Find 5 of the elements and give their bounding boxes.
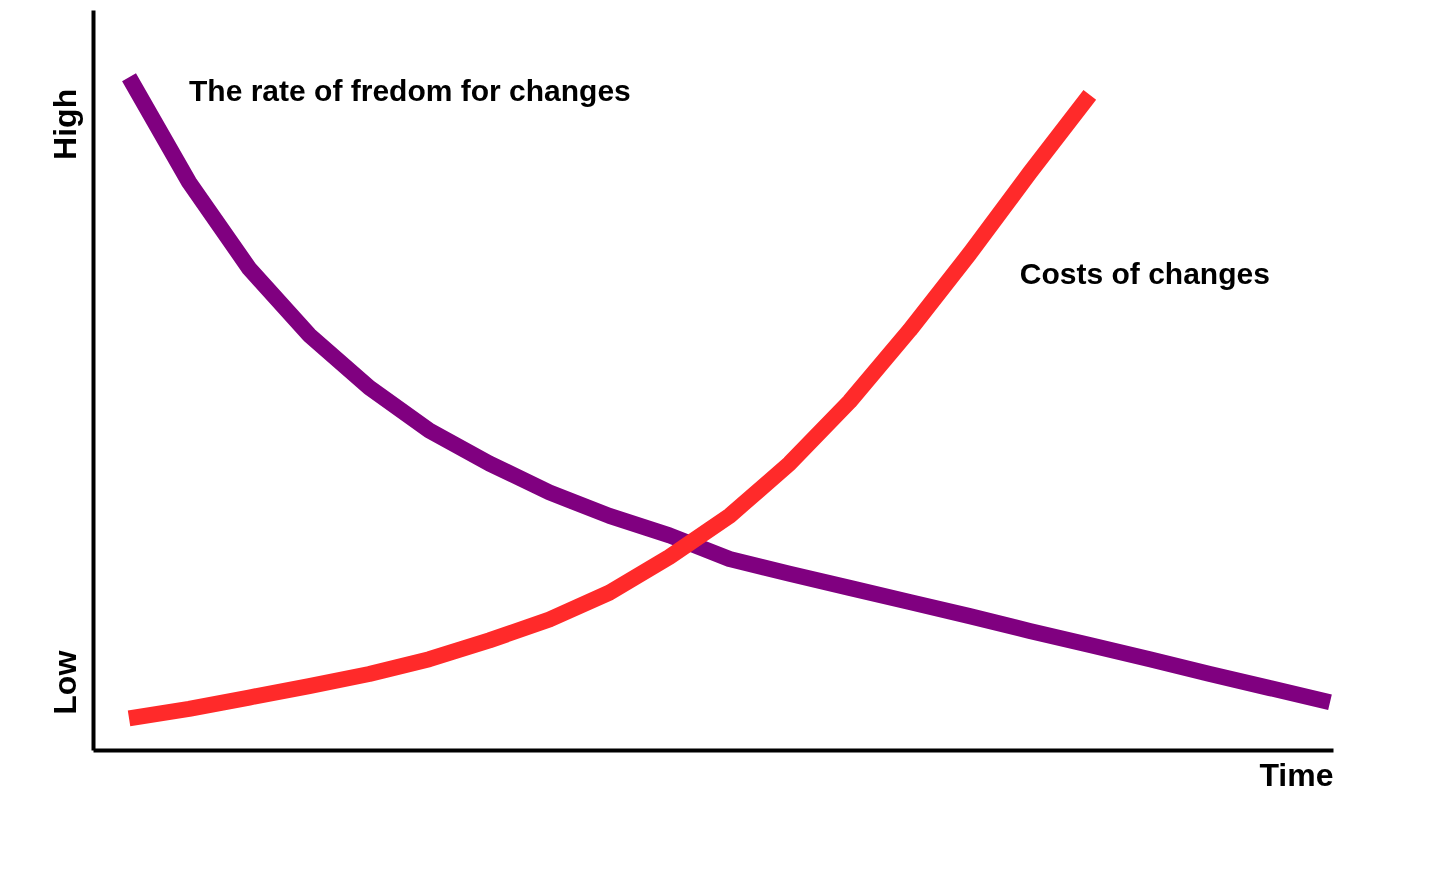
text: Low	[47, 650, 83, 715]
series-label: The rate of fredom for changes	[189, 74, 631, 108]
series-label: Costs of changes	[1019, 256, 1270, 290]
text: High	[47, 88, 83, 160]
x-axis-title: Time	[1259, 756, 1334, 793]
